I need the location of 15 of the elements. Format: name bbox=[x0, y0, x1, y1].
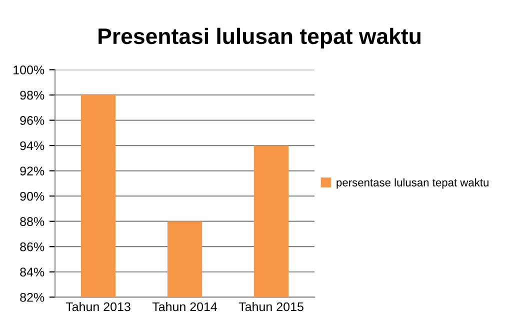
y-tick-label: 88% bbox=[20, 217, 44, 226]
y-tick-label: 90% bbox=[20, 192, 44, 201]
x-tick-label: Tahun 2013 bbox=[66, 302, 130, 312]
y-tick-label: 82% bbox=[20, 292, 44, 302]
y-tick-label: 94% bbox=[20, 141, 44, 150]
y-tick-label: 100% bbox=[14, 66, 44, 74]
y-tick-label: 98% bbox=[20, 90, 44, 100]
y-tick-label: 84% bbox=[20, 268, 44, 277]
y-tick-label: 96% bbox=[20, 116, 44, 125]
y-tick-label: 86% bbox=[20, 242, 44, 252]
x-tick-label: Tahun 2015 bbox=[238, 302, 304, 312]
y-tick-label: 92% bbox=[20, 166, 44, 176]
chart-title: Presentasi lulusan tepat waktu bbox=[98, 28, 420, 49]
legend-label: persentase lulusan tepat waktu bbox=[336, 178, 488, 189]
x-tick-label: Tahun 2014 bbox=[152, 302, 218, 312]
